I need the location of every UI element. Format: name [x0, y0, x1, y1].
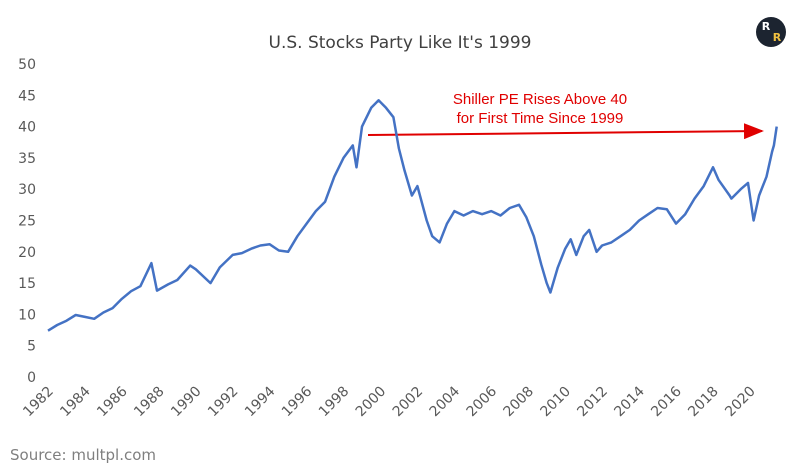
x-tick-label: 2012: [574, 384, 611, 421]
x-tick-label: 2010: [537, 384, 574, 421]
x-tick-label: 1986: [94, 383, 131, 420]
annotation: for First Time Since 1999: [457, 110, 624, 127]
annotation: Shiller PE Rises Above 40: [453, 91, 627, 108]
y-tick-label: 25: [18, 214, 36, 230]
y-tick-label: 0: [27, 370, 36, 386]
y-tick-label: 5: [27, 339, 36, 355]
chart-title: U.S. Stocks Party Like It's 1999: [269, 33, 532, 53]
x-tick-label: 1990: [168, 384, 205, 421]
x-tick-label: 1992: [205, 384, 242, 421]
logo-circle: [756, 17, 786, 47]
y-tick-label: 15: [18, 276, 36, 292]
annotation-arrow: [367, 123, 764, 140]
y-tick-label: 10: [18, 307, 36, 323]
x-tick-label: 1988: [131, 384, 168, 421]
x-tick-label: 2002: [390, 384, 427, 421]
y-tick-label: 20: [18, 245, 36, 261]
x-tick-label: 2000: [353, 384, 390, 421]
y-tick-label: 40: [18, 120, 36, 136]
y-tick-label: 50: [18, 57, 36, 73]
y-tick-label: 30: [18, 182, 36, 198]
logo-letter: R: [773, 31, 782, 44]
x-tick-label: 1994: [242, 383, 279, 420]
x-tick-label: 2006: [464, 383, 501, 420]
x-tick-label: 1984: [57, 383, 94, 420]
logo: R R: [756, 17, 786, 47]
source: Source: multpl.com: [10, 446, 156, 464]
x-tick-label: 2008: [501, 384, 538, 421]
y-tick-label: 45: [18, 88, 36, 104]
x-tick-label: 2014: [611, 383, 648, 420]
x-tick-label: 2016: [648, 383, 685, 420]
x-tick-label: 2020: [722, 384, 759, 421]
x-tick-label: 2018: [685, 384, 722, 421]
x-tick-label: 2004: [427, 383, 464, 420]
line-series: [47, 99, 778, 332]
x-tick-label: 1996: [279, 383, 316, 420]
logo-letter: R: [762, 20, 771, 33]
y-tick-label: 35: [18, 151, 36, 167]
x-tick-label: 1982: [20, 384, 57, 421]
x-tick-label: 1998: [316, 384, 353, 421]
